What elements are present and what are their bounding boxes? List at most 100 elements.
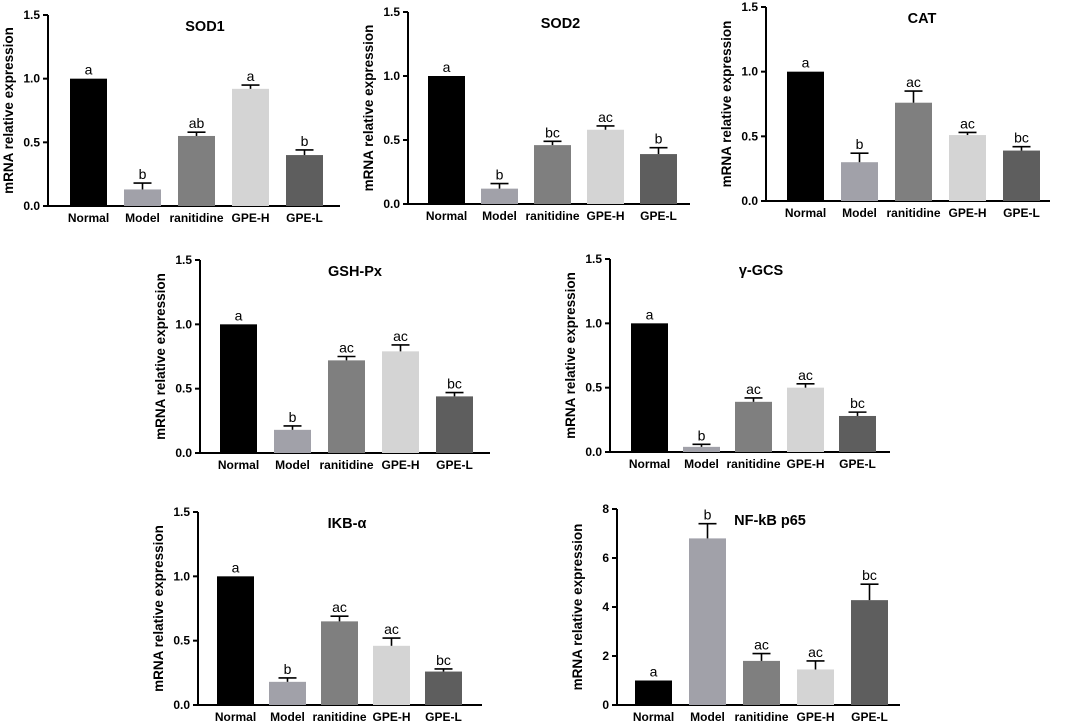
y-tick-label: 0.5: [23, 135, 40, 149]
significance-label: b: [284, 661, 292, 677]
significance-label: ac: [906, 74, 921, 90]
significance-label: b: [856, 136, 864, 152]
y-tick-label: 1.5: [173, 505, 190, 519]
x-tick-label: Normal: [215, 710, 256, 724]
chart-panel-7: 0 2 4 6 8 mRNA relative expression NF-kB p65 a N…: [570, 502, 900, 724]
chart-title: GSH-Px: [328, 264, 382, 280]
chart-panel-3: 0.0 0.5 1.0 1.5 mRNA relative expression CAT a…: [719, 0, 1050, 220]
x-tick-label: Model: [842, 206, 877, 220]
significance-label: b: [289, 409, 297, 425]
x-tick-label: ranitidine: [319, 458, 373, 472]
y-axis-title: mRNA relative expression: [153, 273, 168, 440]
significance-label: ac: [384, 621, 399, 637]
x-tick-label: Model: [690, 710, 725, 724]
x-tick-label: ranitidine: [734, 710, 788, 724]
bar-model: [274, 429, 311, 453]
significance-label: ac: [393, 328, 408, 344]
chart-panel-6: 0.0 0.5 1.0 1.5 mRNA relative expression IKB-…: [151, 505, 482, 724]
y-tick-label: 1.5: [175, 253, 192, 267]
x-tick-label: GPE-L: [286, 211, 323, 225]
x-tick-label: ranitidine: [169, 211, 223, 225]
x-tick-label: Model: [482, 209, 517, 223]
x-tick-label: Model: [275, 458, 310, 472]
bar-ranitidine: [895, 102, 932, 201]
significance-label: a: [646, 306, 654, 322]
bar-model: [683, 446, 720, 452]
x-tick-label: GPE-H: [381, 458, 419, 472]
bar-model: [481, 188, 518, 204]
bar-gpe-l: [640, 154, 677, 204]
y-axis-title: mRNA relative expression: [719, 21, 734, 188]
chart-panel-5: 0.0 0.5 1.0 1.5 mRNA relative expression γ-GC…: [563, 252, 890, 471]
significance-label: b: [496, 167, 504, 183]
y-tick-label: 0.0: [173, 698, 190, 712]
bar-normal: [217, 576, 254, 705]
significance-label: ac: [598, 109, 613, 125]
bar-model: [124, 189, 161, 206]
bar-gpe-h: [787, 387, 824, 452]
bar-gpe-l: [839, 415, 876, 452]
significance-label: ac: [960, 115, 975, 131]
significance-label: ac: [746, 381, 761, 397]
y-tick-label: 1.0: [383, 69, 400, 83]
bar-gpe-h: [382, 351, 419, 453]
y-tick-label: 1.0: [173, 569, 190, 583]
x-tick-label: ranitidine: [312, 710, 366, 724]
significance-label: bc: [1014, 130, 1029, 146]
significance-label: bc: [447, 376, 462, 392]
bar-model: [689, 538, 726, 705]
x-tick-label: Normal: [218, 458, 259, 472]
bar-gpe-l: [286, 155, 323, 206]
y-tick-label: 4: [602, 600, 609, 614]
bar-normal: [220, 324, 257, 453]
x-tick-label: GPE-H: [231, 211, 269, 225]
significance-label: ac: [339, 340, 354, 356]
chart-panel-1: 0.0 0.5 1.0 1.5 mRNA relative expression SOD1…: [1, 8, 340, 225]
x-tick-label: Normal: [68, 211, 109, 225]
significance-label: b: [698, 427, 706, 443]
bar-ranitidine: [328, 360, 365, 453]
x-tick-label: Model: [684, 457, 719, 471]
y-axis-title: mRNA relative expression: [361, 25, 376, 192]
bar-gpe-h: [373, 645, 410, 705]
chart-title: γ-GCS: [739, 263, 784, 279]
chart-title: SOD2: [541, 16, 581, 32]
x-tick-label: Normal: [785, 206, 826, 220]
y-axis-title: mRNA relative expression: [1, 27, 16, 194]
bar-normal: [635, 680, 672, 705]
x-tick-label: ranitidine: [726, 457, 780, 471]
significance-label: b: [139, 166, 147, 182]
x-tick-label: ranitidine: [886, 206, 940, 220]
bar-normal: [787, 71, 824, 202]
y-tick-label: 1.0: [23, 72, 40, 86]
significance-label: ac: [754, 637, 769, 653]
y-tick-label: 0.5: [175, 382, 192, 396]
y-tick-label: 0.5: [383, 133, 400, 147]
y-tick-label: 0.5: [173, 634, 190, 648]
significance-label: bc: [850, 395, 865, 411]
bar-ranitidine: [743, 660, 780, 705]
significance-label: ac: [332, 599, 347, 615]
significance-label: a: [247, 68, 255, 84]
significance-label: a: [443, 59, 451, 75]
chart-panel-2: 0.0 0.5 1.0 1.5 mRNA relative expression SOD2…: [361, 5, 690, 223]
bar-gpe-l: [425, 671, 462, 705]
x-tick-label: GPE-L: [1003, 206, 1040, 220]
y-tick-label: 1.5: [741, 0, 758, 14]
bar-model: [841, 162, 878, 201]
x-tick-label: ranitidine: [525, 209, 579, 223]
y-tick-label: 1.5: [23, 8, 40, 22]
x-tick-label: GPE-H: [372, 710, 410, 724]
chart-title: IKB-α: [328, 516, 367, 532]
bar-gpe-h: [797, 669, 834, 705]
bar-normal: [70, 78, 107, 206]
significance-label: a: [650, 664, 658, 680]
x-tick-label: Normal: [633, 710, 674, 724]
significance-label: bc: [545, 124, 560, 140]
x-tick-label: GPE-L: [851, 710, 888, 724]
y-tick-label: 0.0: [23, 199, 40, 213]
bar-gpe-h: [587, 129, 624, 204]
x-tick-label: GPE-H: [786, 457, 824, 471]
bar-normal: [631, 323, 668, 452]
